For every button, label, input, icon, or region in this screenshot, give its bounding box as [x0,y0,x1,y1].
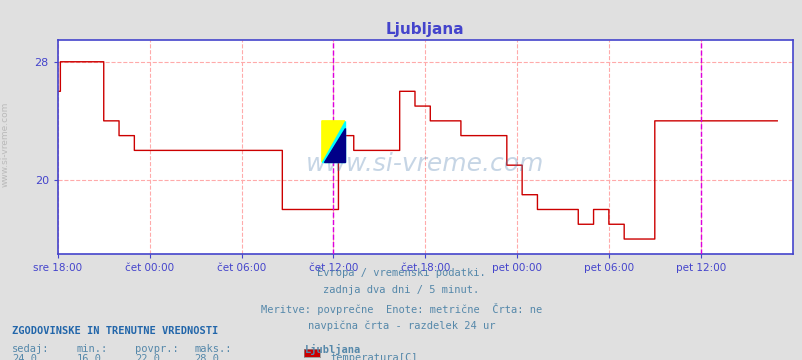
Text: temperatura[C]: temperatura[C] [330,353,418,360]
Text: navpična črta - razdelek 24 ur: navpična črta - razdelek 24 ur [307,320,495,330]
Text: min.:: min.: [76,344,107,354]
Text: maks.:: maks.: [194,344,232,354]
Text: 16,0: 16,0 [76,354,101,360]
Text: ZGODOVINSKE IN TRENUTNE VREDNOSTI: ZGODOVINSKE IN TRENUTNE VREDNOSTI [12,326,218,336]
Text: www.si-vreme.com: www.si-vreme.com [306,152,544,176]
Polygon shape [322,121,344,162]
Text: Evropa / vremenski podatki.: Evropa / vremenski podatki. [317,268,485,278]
Text: Meritve: povprečne  Enote: metrične  Črta: ne: Meritve: povprečne Enote: metrične Črta:… [261,303,541,315]
Text: www.si-vreme.com: www.si-vreme.com [0,101,10,187]
Text: Ljubljana: Ljubljana [305,344,361,355]
Polygon shape [322,121,344,162]
Text: povpr.:: povpr.: [135,344,178,354]
Polygon shape [324,128,344,162]
Text: 28,0: 28,0 [194,354,219,360]
Text: 24,0: 24,0 [12,354,37,360]
Text: 22,0: 22,0 [135,354,160,360]
Text: sedaj:: sedaj: [12,344,50,354]
Title: Ljubljana: Ljubljana [386,22,464,37]
Text: zadnja dva dni / 5 minut.: zadnja dva dni / 5 minut. [323,285,479,296]
